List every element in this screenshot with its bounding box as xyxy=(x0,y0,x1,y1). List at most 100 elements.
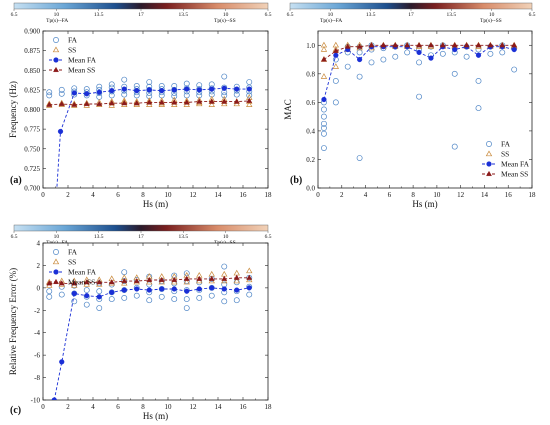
data-point xyxy=(320,125,327,132)
data-point xyxy=(57,128,64,135)
data-point xyxy=(58,291,65,298)
data-point xyxy=(51,397,57,400)
data-point xyxy=(475,78,482,84)
data-point xyxy=(71,280,78,286)
chart-panel-b: 0 2 4 6 8 10 12 14 16 18 0.0 0.2 0.4 0.6 0.8 1.0 Hs (m) M… xyxy=(283,30,536,209)
colorbar-strip xyxy=(13,2,269,10)
data-point xyxy=(71,101,78,107)
data-point xyxy=(392,42,399,48)
y-tick-label: 2 xyxy=(37,262,41,270)
data-point xyxy=(71,298,78,305)
colorbar-tick-label: 17 xyxy=(138,12,144,18)
legend-entry: FA xyxy=(68,36,78,45)
colorbar-tick-label: 6.5 xyxy=(11,12,18,18)
series-line xyxy=(53,287,250,400)
colorbar-tick-label: 13.5 xyxy=(366,12,376,18)
data-point xyxy=(58,86,65,93)
colorbar-right-label: Tp(s)--SS xyxy=(214,239,236,246)
plot-data xyxy=(320,41,518,161)
x-tick-label: 10 xyxy=(165,403,173,411)
data-point xyxy=(356,73,363,80)
data-point xyxy=(184,86,190,92)
colorbar-tick-label: 10 xyxy=(489,12,495,18)
data-point xyxy=(208,292,215,299)
x-tick-label: 4 xyxy=(91,403,95,411)
x-tick-label: 8 xyxy=(141,403,145,411)
data-point xyxy=(511,42,518,48)
y-tick-label: 0.850 xyxy=(24,67,40,75)
x-tick-label: 12 xyxy=(457,191,465,199)
data-point xyxy=(246,267,253,274)
data-point xyxy=(320,46,328,52)
data-point xyxy=(452,46,458,53)
data-point xyxy=(109,88,115,94)
panel-label: (c) xyxy=(10,405,21,416)
y-axis-label: Relative Frequency Error (%) xyxy=(8,268,18,375)
data-point xyxy=(83,100,90,107)
data-point xyxy=(134,286,140,292)
data-point xyxy=(183,99,190,105)
data-point xyxy=(487,42,494,48)
data-point xyxy=(196,87,202,93)
y-tick-label: 0.775 xyxy=(24,126,40,134)
x-tick-label: 4 xyxy=(91,191,95,199)
colorbar-tick-label: 10 xyxy=(223,12,229,18)
colorbar-left-label: Tp(s)--FA xyxy=(46,239,68,246)
data-point xyxy=(332,63,340,69)
data-point xyxy=(121,76,128,83)
plot-frame xyxy=(317,30,533,189)
x-tick-label: 2 xyxy=(66,191,70,199)
data-point xyxy=(511,46,517,53)
legend-marker xyxy=(53,66,59,73)
data-point xyxy=(320,106,327,113)
data-point xyxy=(428,55,434,61)
data-point xyxy=(451,70,458,77)
legend-marker xyxy=(486,170,492,177)
legend-entry: FA xyxy=(501,140,511,149)
x-axis-label: Hs (m) xyxy=(143,411,168,421)
data-point xyxy=(171,93,178,100)
y-tick-label: -8 xyxy=(34,374,40,382)
data-point xyxy=(221,73,228,80)
data-point xyxy=(439,42,446,48)
y-tick-label: 0.875 xyxy=(24,47,40,55)
data-point xyxy=(511,66,518,73)
data-point xyxy=(246,291,253,298)
data-point xyxy=(416,42,422,48)
y-tick-label: 4 xyxy=(37,240,41,248)
data-point xyxy=(233,297,240,304)
colorbar-tick-label: 6.5 xyxy=(265,234,272,240)
colorbar-c: 6.5 10 13.5 17 13.5 10 6.5 Tp(s)--FA Tp(s)--SS xyxy=(11,224,272,246)
legend-marker xyxy=(53,249,59,255)
data-point xyxy=(171,87,177,93)
x-tick-label: 0 xyxy=(41,403,45,411)
colorbar-tick-label: 13.5 xyxy=(179,234,189,240)
data-point xyxy=(208,98,215,104)
colorbar-b: 6.5 10 13.5 17 13.5 10 6.5 Tp(s)--FA Tp(s)--SS xyxy=(287,2,536,24)
data-point xyxy=(96,305,103,311)
chart-panel-c: 0 2 4 6 8 10 12 14 16 18 -10 -8 -6 -4 -2 0 2 4 Hs (m) Relat… xyxy=(8,240,272,422)
legend-marker xyxy=(52,258,60,265)
y-axis-label: Frequency (Hz) xyxy=(8,81,18,138)
data-point xyxy=(109,289,115,295)
legend-marker xyxy=(486,161,492,167)
y-tick-label: 0.825 xyxy=(24,86,40,94)
x-tick-label: 14 xyxy=(481,191,489,199)
data-point xyxy=(121,100,128,106)
legend-marker xyxy=(53,37,59,43)
data-point xyxy=(159,88,165,94)
data-point xyxy=(96,288,103,295)
colorbar-tick-label: 6.5 xyxy=(11,234,18,240)
x-tick-label: 16 xyxy=(240,191,248,199)
colorbar-tick-label: 13.5 xyxy=(179,12,189,18)
legend-marker xyxy=(53,269,59,275)
data-point xyxy=(146,287,152,293)
legend-entry: FA xyxy=(68,248,78,257)
data-point xyxy=(183,80,190,87)
plot-frame xyxy=(42,30,269,189)
data-point xyxy=(146,87,152,93)
data-point xyxy=(46,280,53,286)
colorbar-tick-label: 10 xyxy=(54,234,60,240)
data-point xyxy=(221,85,227,91)
